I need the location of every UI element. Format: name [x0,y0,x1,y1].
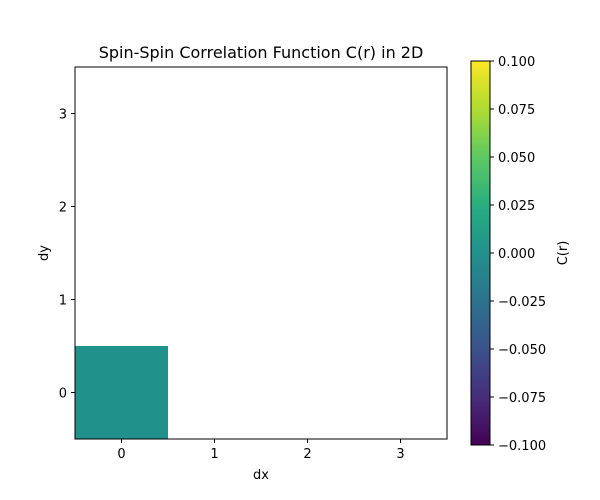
y-tick-label: 0 [59,387,67,402]
colorbar-tick-label: −0.025 [498,295,546,310]
x-tick-label: 3 [396,447,404,462]
y-axis-label: dy [37,245,52,261]
x-axis-label: dx [253,468,269,483]
x-axis: 0 1 2 3 [117,439,405,462]
y-tick-label: 1 [59,294,67,309]
chart-title: Spin-Spin Correlation Function C(r) in 2… [99,43,424,62]
colorbar [470,60,491,446]
y-axis: 0 1 2 3 [59,108,75,402]
y-tick-label: 2 [59,201,67,216]
heatmap-cell-0 [75,346,168,439]
colorbar-tick-label: 0.050 [498,151,535,166]
colorbar-label: C(r) [556,241,571,266]
colorbar-tick-label: −0.075 [498,391,546,406]
y-tick-label: 3 [59,108,67,123]
x-tick-label: 1 [210,447,218,462]
colorbar-axis: 0.100 0.075 0.050 0.025 0.000 −0.025 −0.050 −0.… [490,55,546,454]
plot-area [75,346,168,439]
x-tick-label: 2 [303,447,311,462]
colorbar-tick-label: 0.075 [498,103,535,118]
plot-frame [74,66,448,440]
colorbar-tick-label: −0.100 [498,439,546,454]
x-tick-label: 0 [117,447,125,462]
colorbar-tick-label: 0.100 [498,55,535,70]
colorbar-tick-label: 0.000 [498,247,535,262]
colorbar-tick-label: 0.025 [498,199,535,214]
colorbar-tick-label: −0.050 [498,343,546,358]
